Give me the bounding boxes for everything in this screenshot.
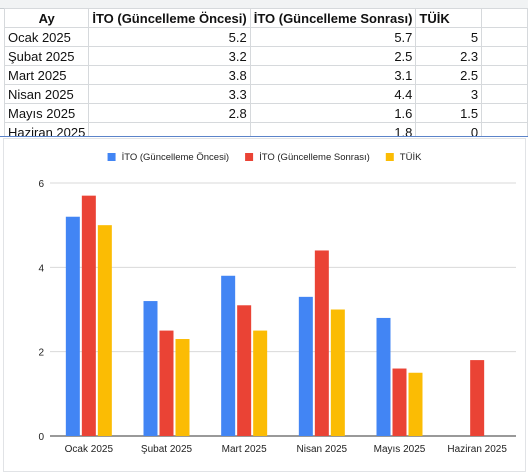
empty-cell[interactable] xyxy=(481,122,528,137)
cell-month[interactable]: Nisan 2025 xyxy=(3,84,90,104)
x-tick-label: Mart 2025 xyxy=(222,444,267,455)
cell-tuik[interactable]: 2.5 xyxy=(415,65,483,85)
cell-ito-after[interactable]: 3.1 xyxy=(249,65,417,85)
table-row: Mayıs 2025 2.8 1.6 1.5 xyxy=(3,103,528,123)
bar[interactable] xyxy=(314,250,329,436)
y-tick-label: 0 xyxy=(38,432,44,443)
cell-ito-after[interactable]: 1.6 xyxy=(249,103,417,123)
header-cell-tuik[interactable]: TÜİK xyxy=(415,8,483,28)
bar[interactable] xyxy=(159,330,174,436)
bar[interactable] xyxy=(65,216,80,436)
cell-month[interactable]: Mayıs 2025 xyxy=(3,103,90,123)
table-row: Haziran 2025 1.8 0 xyxy=(3,122,528,137)
chart-container[interactable]: 0 2 4 6 Ocak 2025 Şubat 2025 Mart 2025 Nisan 20… xyxy=(3,138,526,472)
data-table: Ay İTO (Güncelleme Öncesi) İTO (Güncelle… xyxy=(3,8,528,137)
legend-swatch[interactable] xyxy=(385,153,394,161)
cell-tuik[interactable]: 2.3 xyxy=(415,46,483,66)
cell-ito-after[interactable]: 2.5 xyxy=(249,46,417,66)
cell-month[interactable]: Ocak 2025 xyxy=(3,27,90,47)
legend-label[interactable]: İTO (Güncelleme Sonrası) xyxy=(259,152,370,163)
x-tick-label: Şubat 2025 xyxy=(141,444,193,455)
bar[interactable] xyxy=(253,330,268,436)
bar[interactable] xyxy=(221,275,236,436)
bar[interactable] xyxy=(81,195,96,436)
empty-cell[interactable] xyxy=(481,27,528,47)
cell-tuik[interactable]: 3 xyxy=(415,84,483,104)
cell-ito-before[interactable]: 3.8 xyxy=(88,65,251,85)
cell-ito-after[interactable]: 4.4 xyxy=(249,84,417,104)
bar-chart: 0 2 4 6 Ocak 2025 Şubat 2025 Mart 2025 Nisan 20… xyxy=(38,152,516,455)
header-cell-ito-before[interactable]: İTO (Güncelleme Öncesi) xyxy=(88,8,251,28)
bar[interactable] xyxy=(408,372,423,436)
bar[interactable] xyxy=(470,360,485,436)
table-row: Nisan 2025 3.3 4.4 3 xyxy=(3,84,528,104)
legend-label[interactable]: TÜİK xyxy=(400,152,422,163)
empty-cell[interactable] xyxy=(481,84,528,104)
y-tick-label: 2 xyxy=(38,348,44,359)
cell-tuik[interactable]: 0 xyxy=(415,122,483,137)
table-row: Ocak 2025 5.2 5.7 5 xyxy=(3,27,528,47)
empty-cell[interactable] xyxy=(481,65,528,85)
bar[interactable] xyxy=(376,317,391,436)
cell-ito-before[interactable]: 3.3 xyxy=(88,84,251,104)
cell-ito-before[interactable]: 2.8 xyxy=(88,103,251,123)
table-row: Şubat 2025 3.2 2.5 2.3 xyxy=(3,46,528,66)
header-row: Ay İTO (Güncelleme Öncesi) İTO (Güncelle… xyxy=(3,8,528,28)
y-tick-label: 4 xyxy=(38,263,44,274)
bar[interactable] xyxy=(175,339,190,436)
bar[interactable] xyxy=(392,368,407,436)
x-tick-label: Haziran 2025 xyxy=(447,444,507,455)
legend-swatch[interactable] xyxy=(245,153,254,161)
empty-cell[interactable] xyxy=(481,8,528,28)
legend-swatch[interactable] xyxy=(107,153,116,161)
cell-ito-after[interactable]: 1.8 xyxy=(249,122,417,137)
x-tick-label: Mayıs 2025 xyxy=(374,444,426,455)
bar[interactable] xyxy=(298,296,313,436)
spreadsheet: Ay İTO (Güncelleme Öncesi) İTO (Güncelle… xyxy=(0,0,528,137)
x-tick-label: Ocak 2025 xyxy=(65,444,114,455)
table-row: Mart 2025 3.8 3.1 2.5 xyxy=(3,65,528,85)
empty-cell[interactable] xyxy=(481,103,528,123)
cell-ito-after[interactable]: 5.7 xyxy=(249,27,417,47)
cell-ito-before[interactable]: 5.2 xyxy=(88,27,251,47)
header-cell-ito-after[interactable]: İTO (Güncelleme Sonrası) xyxy=(249,8,417,28)
cell-ito-before[interactable] xyxy=(88,122,251,137)
empty-cell[interactable] xyxy=(481,46,528,66)
bar[interactable] xyxy=(97,225,112,436)
legend-label[interactable]: İTO (Güncelleme Öncesi) xyxy=(122,152,230,163)
chart-selection-border xyxy=(0,136,528,137)
x-tick-label: Nisan 2025 xyxy=(297,444,348,455)
cell-ito-before[interactable]: 3.2 xyxy=(88,46,251,66)
cell-tuik[interactable]: 5 xyxy=(415,27,483,47)
bar[interactable] xyxy=(143,301,158,436)
bar[interactable] xyxy=(237,305,252,436)
cell-tuik[interactable]: 1.5 xyxy=(415,103,483,123)
y-tick-label: 6 xyxy=(38,179,44,190)
header-cell-month[interactable]: Ay xyxy=(3,8,90,28)
cell-month[interactable]: Mart 2025 xyxy=(3,65,90,85)
cell-month[interactable]: Şubat 2025 xyxy=(3,46,90,66)
bar[interactable] xyxy=(330,309,345,437)
cell-month[interactable]: Haziran 2025 xyxy=(3,122,90,137)
